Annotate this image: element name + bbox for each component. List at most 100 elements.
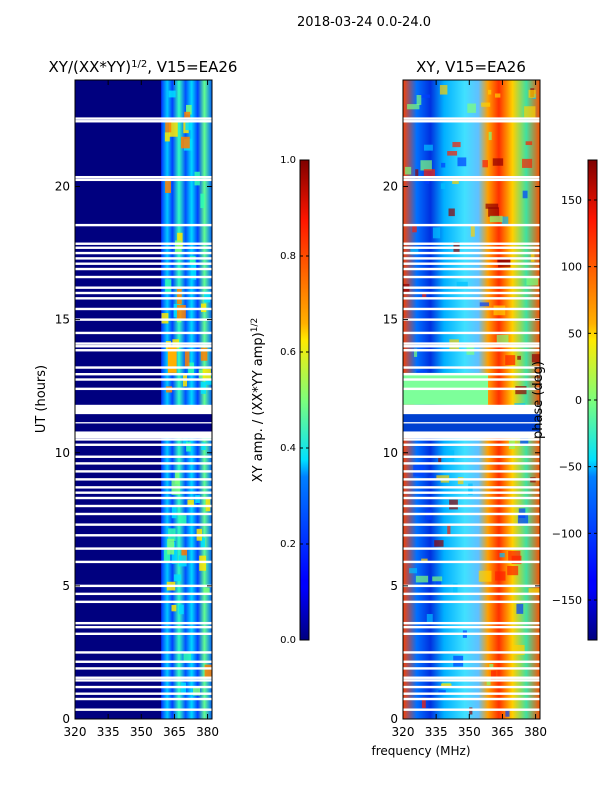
amplitude-gap-row: [75, 478, 212, 481]
phase-colorbar-tick-label: −50: [559, 461, 582, 474]
phase-blob: [436, 475, 441, 479]
phase-gap-row: [403, 443, 540, 446]
phase-gap-row: [403, 512, 540, 516]
amplitude-blob: [201, 442, 206, 451]
amplitude-blob: [183, 651, 191, 663]
phase-blob: [530, 251, 535, 262]
phase-blob: [499, 552, 505, 558]
amplitude-blob: [173, 574, 182, 582]
phase-gap-row: [403, 697, 540, 701]
phase-blob: [412, 224, 417, 233]
amplitude-ytick-label: 15: [55, 313, 70, 327]
shared-xlabel: frequency (MHz): [371, 744, 470, 758]
phase-gap-row: [403, 486, 540, 489]
amplitude-gap-row: [75, 486, 212, 489]
phase-blob: [404, 166, 412, 175]
phase-ytick-label: 10: [383, 446, 398, 460]
amplitude-xtick-label: 335: [97, 725, 120, 739]
phase-blob: [528, 588, 540, 594]
amplitude-gap-row: [75, 547, 212, 550]
amplitude-blob: [165, 279, 172, 292]
amplitude-gap-row: [75, 560, 212, 564]
phase-blob: [423, 169, 435, 179]
phase-blob: [416, 370, 427, 375]
amplitude-gap-row: [75, 512, 212, 516]
phase-blob: [441, 162, 446, 168]
amplitude-gap-row: [75, 175, 212, 179]
amplitude-gap-row: [75, 117, 212, 120]
phase-blob: [497, 257, 511, 265]
amplitude-ytick-label: 0: [62, 712, 70, 726]
phase-colorbar-tick-label: 150: [561, 194, 582, 207]
amplitude-gap-data-sliver: [75, 423, 212, 432]
phase-gap-row: [403, 438, 540, 441]
phase-blob: [439, 85, 448, 95]
phase-blob: [432, 576, 443, 582]
amplitude-blob: [194, 171, 200, 186]
phase-blob: [526, 276, 539, 286]
amplitude-blob: [204, 664, 212, 679]
phase-gap-row: [403, 378, 540, 381]
amplitude-blob: [169, 121, 178, 137]
phase-blob: [505, 355, 516, 366]
phase-gap-data-sliver: [403, 414, 540, 423]
amplitude-blob: [191, 264, 197, 280]
amplitude-gap-row: [75, 534, 212, 537]
phase-colorbar-tick-label: −150: [552, 594, 582, 607]
phase-ytick-label: 0: [390, 712, 398, 726]
phase-heatmap: [403, 80, 540, 719]
phase-xtick-label: 320: [392, 725, 415, 739]
phase-blob: [488, 131, 492, 141]
amplitude-gap-row: [75, 584, 212, 588]
phase-blob: [426, 614, 433, 624]
amplitude-blob: [175, 240, 182, 253]
amplitude-colorbar-label: XY amp. / (XX*YY amp)1/2: [250, 318, 266, 482]
amplitude-gap-row: [75, 685, 212, 689]
amplitude-gap-row: [75, 667, 212, 670]
phase-gap-row: [403, 297, 540, 300]
phase-gap-row: [403, 547, 540, 550]
phase-gap-row: [403, 291, 540, 295]
phase-blob: [438, 690, 446, 695]
amplitude-gap-row: [75, 297, 212, 300]
amplitude-gap-row: [75, 307, 212, 311]
phase-gap-row: [403, 679, 540, 682]
phase-blob: [517, 355, 521, 360]
amplitude-blob: [184, 351, 190, 367]
phase-blob: [479, 302, 490, 307]
amplitude-colorbar-tick-label: 0.8: [280, 251, 296, 262]
amplitude-ytick-label: 5: [62, 579, 70, 593]
phase-xtick-label: 380: [524, 725, 547, 739]
amplitude-gap-row: [75, 621, 212, 625]
phase-gap-row: [403, 318, 540, 321]
phase-blob: [508, 550, 521, 563]
phase-gap-row: [403, 262, 540, 265]
phase-blob: [438, 457, 442, 463]
phase-gap-row: [403, 117, 540, 120]
phase-blob: [482, 160, 488, 168]
phase-blob: [447, 151, 458, 156]
phase-blob: [485, 203, 499, 209]
phase-gap-row: [403, 491, 540, 494]
amplitude-gap-row: [75, 592, 212, 596]
amplitude-gap-row: [75, 120, 212, 123]
phase-blob: [522, 158, 533, 168]
phase-blob: [488, 89, 492, 95]
amplitude-blob: [178, 604, 184, 615]
amplitude-gap-row: [75, 318, 212, 321]
phase-gap-row: [403, 286, 540, 289]
amplitude-gap-row: [75, 676, 212, 679]
phase-blob: [531, 354, 540, 363]
phase-gap-row: [403, 534, 540, 537]
amplitude-blob: [168, 90, 176, 98]
phase-gap-row: [403, 504, 540, 508]
phase-gap-row: [403, 242, 540, 245]
phase-gap-row: [403, 660, 540, 663]
phase-gap-row: [403, 251, 540, 255]
phase-blob: [496, 334, 509, 345]
phase-blob: [525, 141, 533, 146]
amplitude-blob: [176, 288, 182, 305]
amplitude-panel: XY/(XX*YY)1/2, V15=EA26 320 335 350 365 380 0…: [34, 58, 237, 739]
phase-blob: [413, 348, 418, 357]
phase-blob: [478, 570, 492, 582]
